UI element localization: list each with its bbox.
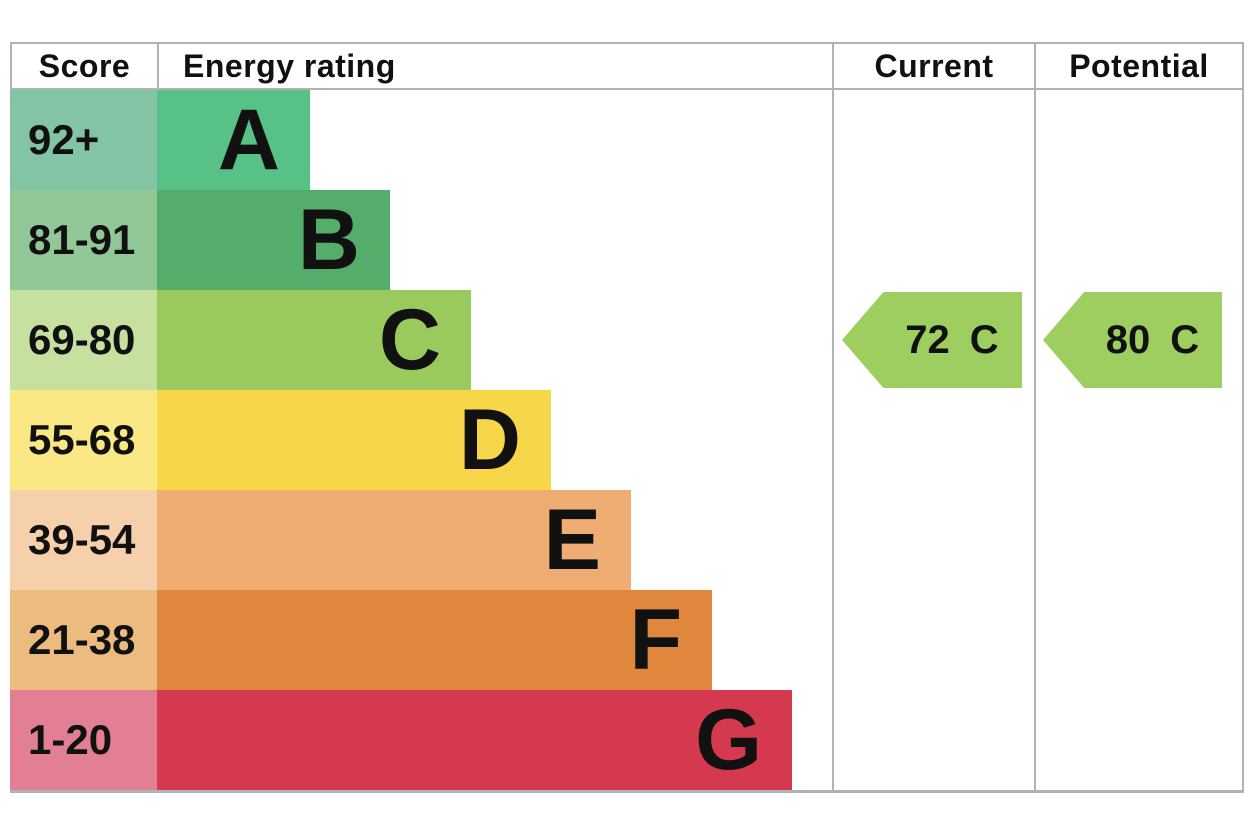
band-row-b: 81-91 B (10, 190, 1244, 290)
band-f-score-cell: 21-38 (10, 590, 157, 690)
band-e-bar: E (157, 490, 631, 590)
band-c-bar: C (157, 290, 471, 390)
band-b-letter: B (297, 192, 360, 288)
band-e-score-cell: 39-54 (10, 490, 157, 590)
current-column-divider (832, 90, 834, 790)
potential-rating-arrow: 80 C (1043, 292, 1222, 388)
epc-table: Score Energy rating Current Potential 92… (10, 42, 1244, 793)
table-body: 92+ A 81-91 B 69-80 C 55-68 D 39-54 E 21… (10, 90, 1244, 793)
band-a-bar: A (157, 90, 310, 190)
band-a-score-cell: 92+ (10, 90, 157, 190)
band-row-f: 21-38 F (10, 590, 1244, 690)
band-g-letter: G (695, 692, 762, 788)
band-row-d: 55-68 D (10, 390, 1244, 490)
current-rating-band: C (969, 317, 999, 362)
band-row-a: 92+ A (10, 90, 1244, 190)
band-d-bar: D (157, 390, 551, 490)
band-c-score-label: 69-80 (28, 316, 136, 363)
band-row-c: 69-80 C (10, 290, 1244, 390)
band-g-bar: G (157, 690, 792, 790)
potential-column-divider (1034, 90, 1036, 790)
band-d-score-cell: 55-68 (10, 390, 157, 490)
band-e-score-label: 39-54 (28, 516, 136, 563)
band-e-letter: E (543, 492, 601, 588)
band-c-score-cell: 69-80 (10, 290, 157, 390)
current-rating-value: 72 (905, 317, 950, 362)
band-b-bar: B (157, 190, 390, 290)
band-a-letter: A (217, 92, 280, 188)
band-f-bar: F (157, 590, 712, 690)
header-energy-rating: Energy rating (157, 42, 832, 90)
band-d-letter: D (458, 392, 521, 488)
band-row-e: 39-54 E (10, 490, 1244, 590)
band-row-g: 1-20 G (10, 690, 1244, 790)
band-f-letter: F (629, 592, 682, 688)
band-c-letter: C (378, 292, 441, 388)
band-g-score-label: 1-20 (28, 716, 113, 763)
band-d-score-label: 55-68 (28, 416, 136, 463)
header-potential: Potential (1034, 42, 1244, 90)
potential-rating-band: C (1170, 317, 1200, 362)
band-b-score-label: 81-91 (28, 216, 136, 263)
band-b-score-cell: 81-91 (10, 190, 157, 290)
header-score: Score (10, 42, 157, 90)
band-f-score-label: 21-38 (28, 616, 136, 663)
band-g-score-cell: 1-20 (10, 690, 157, 790)
current-rating-arrow: 72 C (842, 292, 1022, 388)
band-a-score-label: 92+ (28, 116, 100, 163)
header-current: Current (832, 42, 1034, 90)
table-header-row: Score Energy rating Current Potential (10, 42, 1244, 90)
potential-rating-value: 80 (1105, 317, 1151, 362)
table-right-border (1242, 90, 1244, 790)
